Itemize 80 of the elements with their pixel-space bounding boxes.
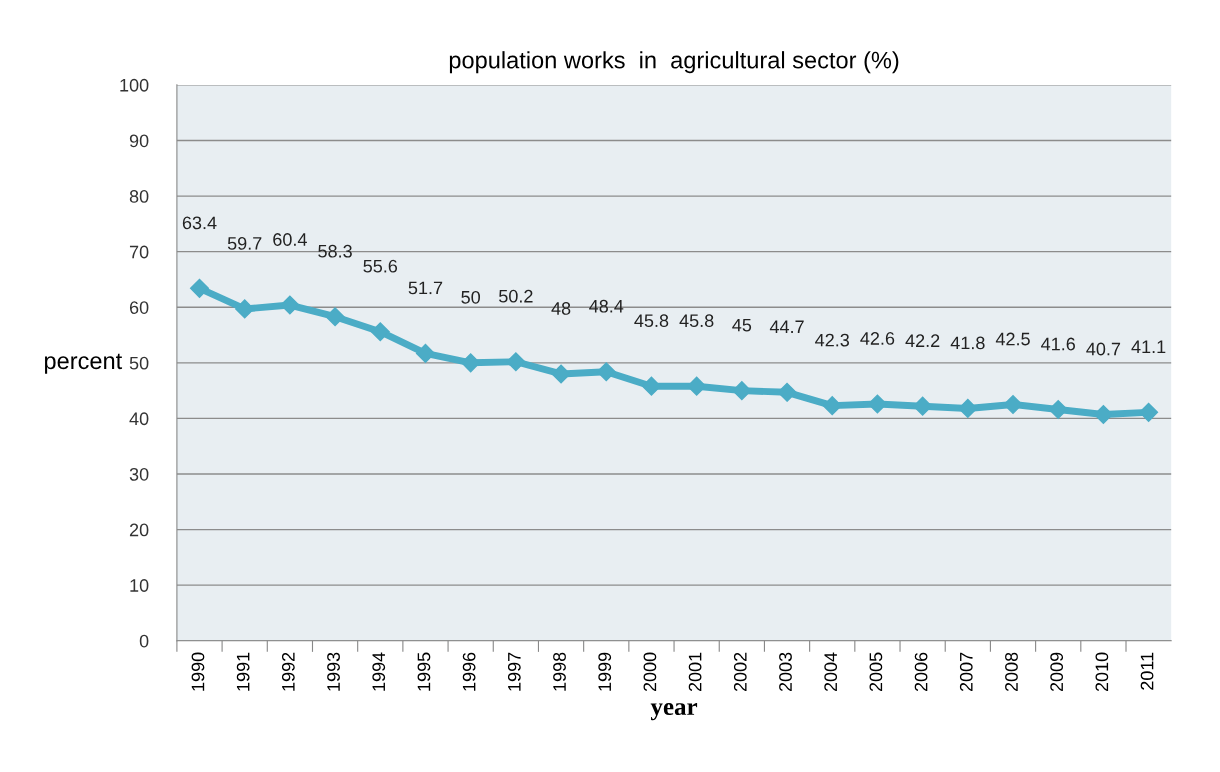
point	[641, 376, 661, 396]
x-tick-label: 1990	[191, 652, 205, 691]
chart-title: population works in agricultural sector (%)	[449, 51, 899, 74]
y-tick-label: 20	[129, 523, 149, 537]
x-tick-label: 1994	[372, 652, 386, 691]
data-label: 42.6	[860, 332, 895, 345]
x-tick-label: 2001	[688, 652, 702, 692]
data-label: 45.8	[679, 314, 714, 328]
point	[1048, 399, 1068, 420]
data-label: 44.7	[769, 320, 804, 333]
y-tick-label: 0	[139, 634, 149, 648]
data-label: 55.6	[363, 259, 398, 273]
data-label: 40.7	[1086, 342, 1121, 356]
y-tick-label: 60	[129, 301, 149, 314]
x-tick-label: 1999	[598, 652, 612, 691]
y-tick-label: 50	[129, 356, 149, 370]
point	[822, 396, 842, 416]
x-tick-label: 1992	[281, 652, 295, 691]
x-tick-label: 1993	[327, 652, 340, 691]
x-tick-label: 2002	[733, 652, 747, 692]
point	[958, 398, 978, 418]
x-tick-label: 2005	[869, 652, 883, 692]
point	[235, 299, 255, 319]
x-tick-label: 2003	[779, 652, 792, 692]
x-tick-label: 2006	[914, 652, 928, 692]
data-label: 63.4	[182, 216, 217, 230]
x-tick-label: 1998	[553, 652, 566, 691]
point	[551, 364, 571, 384]
y-tick-label: 30	[129, 467, 149, 481]
data-label: 42.2	[905, 334, 940, 347]
data-label: 58.3	[318, 244, 352, 258]
point	[189, 278, 210, 298]
point	[461, 353, 481, 373]
data-label: 48	[551, 302, 571, 315]
y-tick-label: 10	[130, 579, 149, 592]
y-tick-label: 70	[129, 245, 149, 259]
point	[325, 307, 345, 327]
point	[1003, 394, 1023, 415]
x-tick-label: 2011	[1140, 652, 1154, 690]
y-tick-label: 80	[129, 190, 149, 203]
data-label: 59.7	[227, 237, 262, 250]
data-label: 50	[461, 290, 481, 304]
point	[415, 343, 436, 363]
point	[732, 381, 752, 401]
data-label: 42.3	[815, 333, 850, 347]
point	[867, 394, 887, 414]
point	[280, 295, 300, 315]
x-tick-label: 2007	[959, 652, 973, 692]
point	[777, 382, 797, 402]
data-label: 60.4	[273, 233, 307, 246]
x-axis-title: year	[650, 703, 698, 721]
point	[913, 396, 933, 416]
y-tick-label: 40	[129, 412, 149, 426]
point	[687, 376, 707, 396]
y-axis-title: percent	[44, 353, 123, 374]
x-tick-label: 2000	[643, 652, 657, 692]
data-label: 45.8	[634, 314, 669, 328]
data-label: 50.2	[499, 289, 533, 303]
data-label: 41.8	[950, 336, 985, 350]
x-tick-label: 1991	[236, 652, 250, 691]
x-tick-label: 2008	[1005, 652, 1018, 692]
point	[370, 322, 390, 342]
point	[1093, 404, 1113, 425]
data-label: 41.1	[1131, 340, 1166, 354]
data-label: 41.6	[1041, 337, 1075, 351]
data-label: 42.5	[995, 332, 1030, 346]
data-label: 51.7	[408, 281, 443, 295]
y-tick-label: 90	[129, 134, 149, 148]
point	[596, 362, 616, 382]
x-tick-label: 1996	[462, 652, 476, 691]
x-tick-label: 2004	[824, 652, 838, 692]
x-tick-label: 1995	[417, 652, 431, 691]
point	[1139, 402, 1159, 422]
x-tick-label: 2010	[1095, 652, 1109, 692]
data-label: 48.4	[589, 299, 624, 313]
x-tick-label: 2009	[1050, 652, 1064, 692]
point	[506, 352, 526, 372]
data-label: 45	[732, 318, 752, 332]
y-tick-label: 100	[120, 78, 149, 92]
x-tick-label: 1997	[507, 652, 521, 691]
